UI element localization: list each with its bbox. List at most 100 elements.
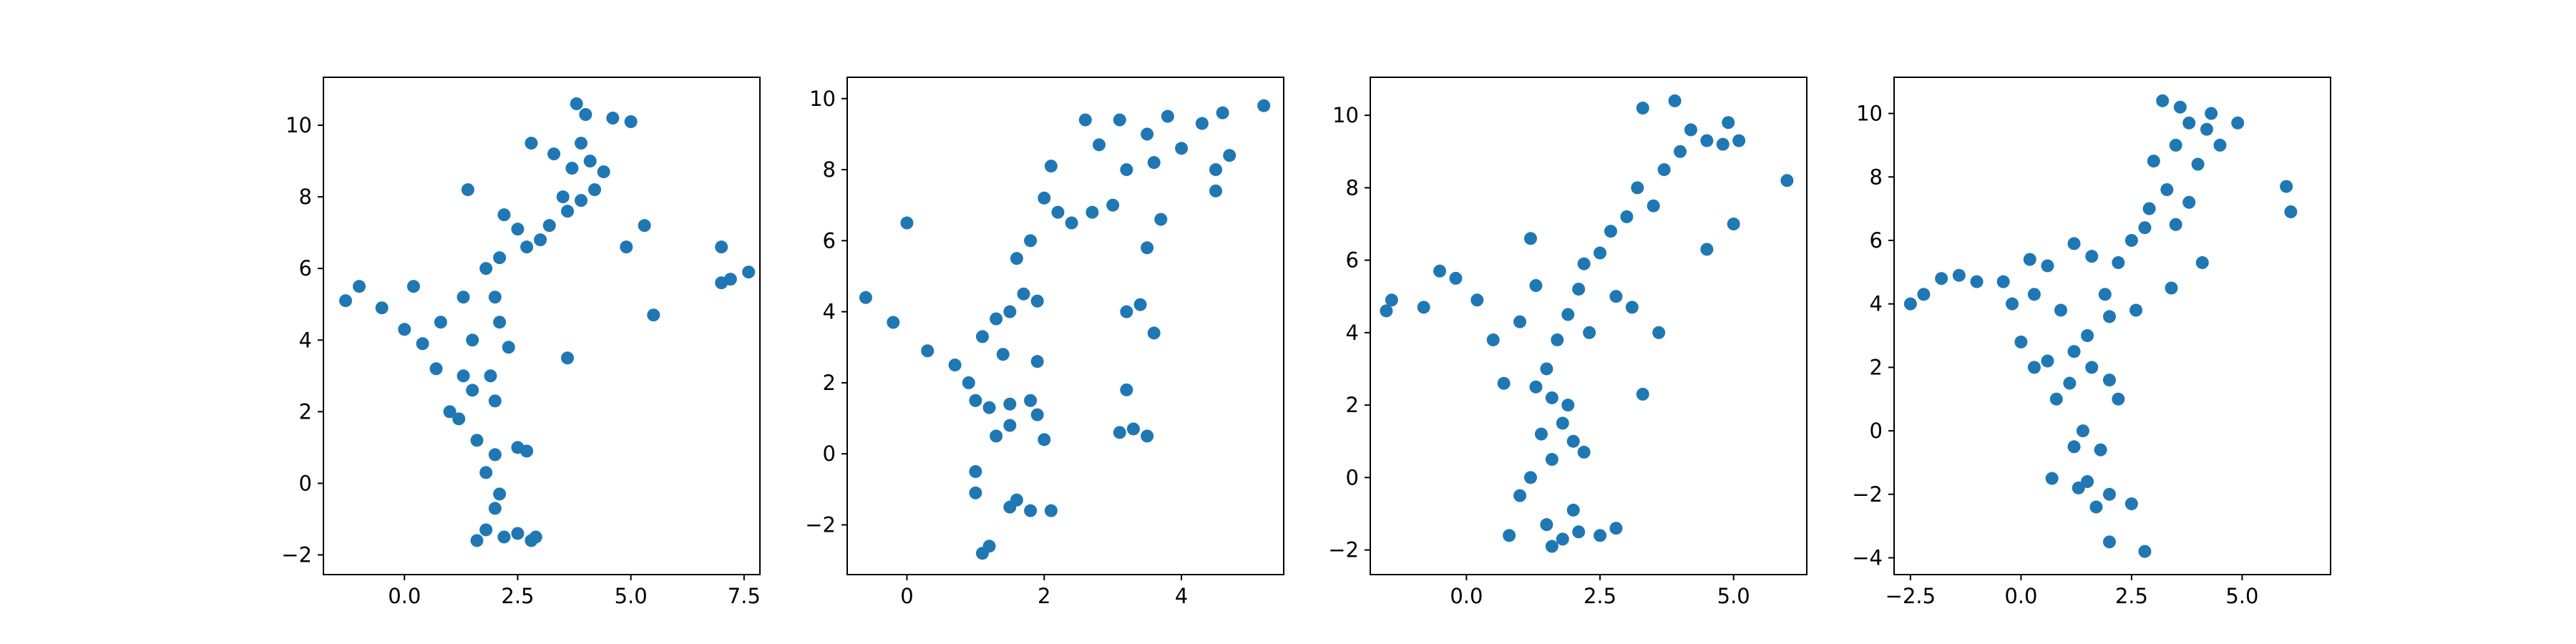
scatter-point xyxy=(1716,137,1729,151)
scatter-point xyxy=(1154,213,1168,226)
scatter-point xyxy=(1604,225,1617,238)
scatter-point xyxy=(2213,138,2227,152)
scatter-point xyxy=(969,465,982,479)
scatter-point xyxy=(1594,529,1607,542)
scatter-point xyxy=(488,502,502,515)
scatter-point xyxy=(2067,440,2081,454)
scatter-point xyxy=(2129,303,2143,317)
scatter-point xyxy=(1113,113,1126,127)
scatter-point xyxy=(1609,522,1623,535)
scatter-point xyxy=(2041,259,2054,273)
scatter-point xyxy=(1545,391,1558,404)
scatter-point xyxy=(1092,138,1106,152)
scatter-point xyxy=(520,444,534,458)
scatter-point xyxy=(1044,504,1058,517)
scatter-point xyxy=(1545,540,1558,553)
scatter-point xyxy=(1727,218,1740,231)
scatter-point xyxy=(1583,326,1596,339)
scatter-point xyxy=(1141,127,1154,141)
y-tick-label: 6 xyxy=(1870,228,1883,253)
scatter-point xyxy=(2023,253,2036,266)
scatter-point xyxy=(969,486,982,499)
scatter-point xyxy=(1534,427,1548,441)
scatter-point xyxy=(1120,163,1133,177)
scatter-point xyxy=(1551,333,1564,346)
scatter-point xyxy=(457,369,470,383)
scatter-point xyxy=(1903,297,1917,311)
y-tick-label: 8 xyxy=(1870,165,1883,189)
scatter-point xyxy=(2076,424,2089,438)
scatter-point xyxy=(2191,157,2205,171)
scatter-point xyxy=(1051,205,1065,219)
scatter-point xyxy=(488,448,502,462)
x-tick-label: 2.5 xyxy=(1584,584,1616,608)
axes-frame xyxy=(323,77,761,575)
scatter-point xyxy=(1566,503,1580,517)
scatter-point xyxy=(511,527,525,540)
scatter-point xyxy=(1470,293,1484,307)
scatter-point xyxy=(1700,134,1714,147)
y-tick-label: −2 xyxy=(805,513,836,537)
scatter-point xyxy=(638,219,651,233)
scatter-point xyxy=(2085,250,2099,263)
scatter-point xyxy=(2006,297,2019,311)
scatter-point xyxy=(529,530,542,544)
scatter-point xyxy=(1106,198,1120,212)
scatter-point xyxy=(2165,281,2178,295)
scatter-point xyxy=(2089,500,2103,514)
scatter-point xyxy=(561,205,575,218)
y-tick-label: −2 xyxy=(281,542,312,567)
scatter-point xyxy=(520,240,534,254)
scatter-point xyxy=(2182,195,2196,209)
scatter-point xyxy=(2195,256,2209,270)
scatter-point xyxy=(1636,387,1649,401)
scatter-point xyxy=(1113,426,1126,439)
x-tick-label: 2.5 xyxy=(501,584,534,608)
y-tick-label: 2 xyxy=(299,399,312,424)
y-tick-label: 4 xyxy=(1870,292,1883,316)
x-tick-label: 5.0 xyxy=(2225,584,2258,608)
scatter-point xyxy=(996,348,1010,361)
scatter-point xyxy=(497,208,511,222)
scatter-point xyxy=(990,429,1003,443)
scatter-point xyxy=(2063,376,2077,390)
scatter-point xyxy=(1024,394,1038,407)
scatter-point xyxy=(1577,257,1591,270)
scatter-point xyxy=(1433,264,1447,278)
scatter-point xyxy=(375,301,389,315)
scatter-point xyxy=(466,333,479,347)
scatter-point xyxy=(2045,472,2059,485)
scatter-point xyxy=(597,165,610,179)
scatter-point xyxy=(982,540,996,553)
y-tick-label: 10 xyxy=(286,113,312,137)
scatter-point xyxy=(2169,218,2182,231)
scatter-point xyxy=(1540,518,1553,532)
axes-frame xyxy=(1370,77,1807,575)
scatter-point xyxy=(969,394,982,407)
scatter-point xyxy=(2231,116,2245,130)
scatter-point xyxy=(1024,504,1038,517)
scatter-point xyxy=(1257,99,1271,112)
scatter-point xyxy=(1684,123,1697,137)
scatter-point xyxy=(1380,304,1393,318)
scatter-point xyxy=(1700,243,1714,256)
scatter-point xyxy=(2014,335,2028,348)
scatter-point xyxy=(2280,180,2293,193)
scatter-point xyxy=(1529,279,1543,293)
scatter-point xyxy=(525,137,538,150)
scatter-point xyxy=(1385,293,1398,307)
x-tick-label: 5.0 xyxy=(1717,584,1750,608)
scatter-point xyxy=(1486,333,1500,346)
scatter-point xyxy=(452,412,466,426)
scatter-point xyxy=(1120,305,1133,318)
scatter-point xyxy=(588,183,602,197)
scatter-point xyxy=(647,308,660,322)
scatter-point xyxy=(715,276,728,290)
scatter-point xyxy=(1024,234,1038,248)
scatter-point xyxy=(479,523,493,537)
scatter-point xyxy=(975,330,989,343)
y-tick-label: −2 xyxy=(1852,482,1883,507)
scatter-point xyxy=(470,534,484,547)
scatter-point xyxy=(982,401,996,414)
